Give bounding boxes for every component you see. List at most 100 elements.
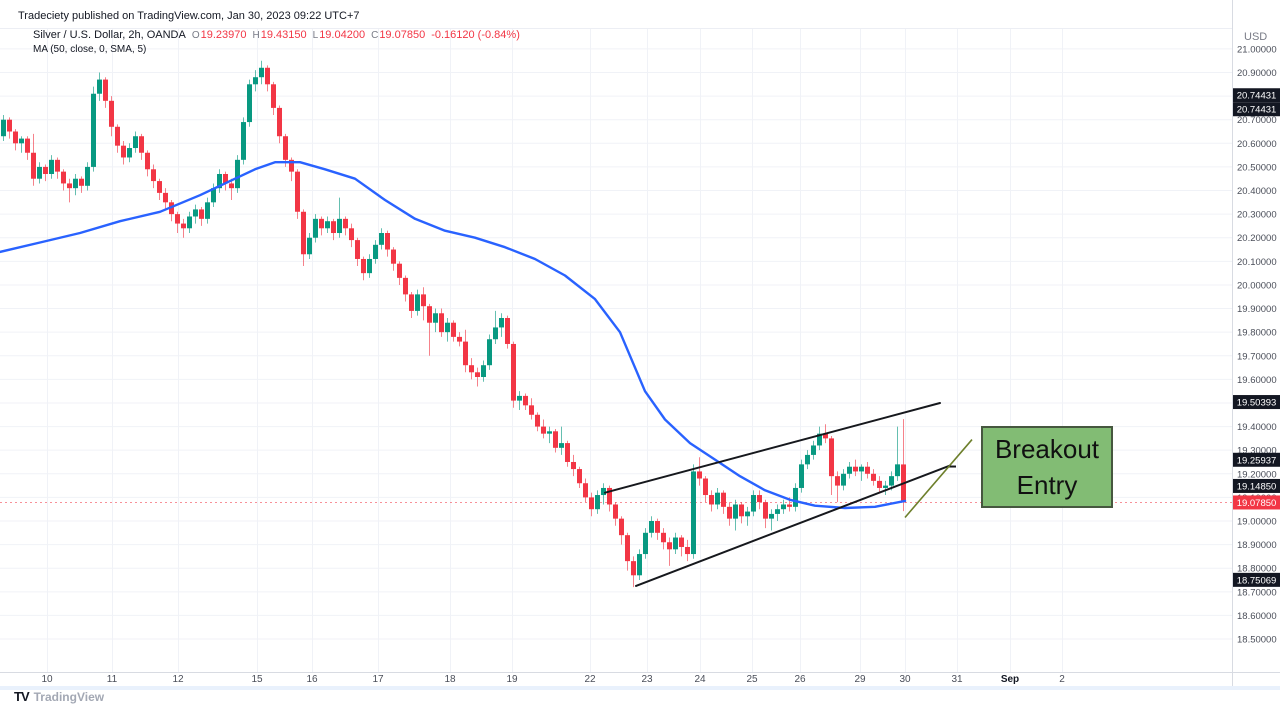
candle-body <box>205 202 210 219</box>
candle-body <box>835 476 840 486</box>
candle-body <box>703 478 708 496</box>
candle-body <box>517 395 522 401</box>
price-badge-text: 19.25937 <box>1237 455 1277 466</box>
candle-body <box>181 223 186 229</box>
candle-body <box>79 178 84 186</box>
candle-body <box>877 480 882 488</box>
candle-body <box>61 171 66 184</box>
candle-body <box>91 93 96 167</box>
wedge-upper-trendline[interactable] <box>604 401 941 494</box>
candle-body <box>391 249 396 264</box>
breakout-entry-annotation[interactable]: Breakout Entry <box>981 426 1113 508</box>
candle-body <box>883 485 888 488</box>
time-axis[interactable]: 10 11 12 15 16 17 18 19 22 23 24 25 26 29 30 31 Sep 2 <box>41 674 1065 685</box>
candle-body <box>505 317 510 344</box>
time-tick-label: 19 <box>506 674 518 685</box>
price-tick-label: 20.50000 <box>1237 162 1277 173</box>
time-tick-label: 29 <box>854 674 866 685</box>
candle-body <box>199 209 204 219</box>
candle-body <box>271 84 276 108</box>
ohlc-low: L 19.04200 <box>312 29 366 41</box>
change-value: -0.16120 (-0.84%) <box>431 29 520 41</box>
price-badge-bg <box>1233 495 1280 510</box>
candle-body <box>541 426 546 434</box>
candle-body <box>289 159 294 172</box>
candle-body <box>211 188 216 203</box>
entry-arrow-line[interactable] <box>904 439 973 518</box>
candle-body <box>625 535 630 562</box>
candle-body <box>661 532 666 543</box>
candle-body <box>325 221 330 229</box>
price-badge: 20.74431 <box>1233 102 1280 117</box>
candle-body <box>367 258 372 274</box>
candle-body <box>721 492 726 507</box>
price-tick-label: 20.60000 <box>1237 139 1277 150</box>
candle-body <box>313 218 318 238</box>
candle-body <box>649 521 654 533</box>
candle-body <box>655 521 660 533</box>
candle-body <box>151 169 156 182</box>
tradingview-logo[interactable]: TV TradingView <box>14 689 104 704</box>
candle-body <box>673 537 678 550</box>
breakout-label-line1: Breakout <box>994 434 1100 464</box>
candle-body <box>793 487 798 507</box>
candle-body <box>403 277 408 295</box>
candle-body <box>97 79 102 94</box>
candle-body <box>841 473 846 486</box>
candle-body <box>439 313 444 333</box>
candle-body <box>859 466 864 472</box>
price-badge-bg <box>1233 478 1280 493</box>
breakout-label-line2: Entry <box>1016 470 1078 500</box>
time-tick-label: 22 <box>584 674 596 685</box>
candle-body <box>229 183 234 189</box>
price-tick-label: 19.00000 <box>1237 517 1277 528</box>
candle-body <box>13 131 18 144</box>
candle-body <box>493 327 498 340</box>
candle-body <box>265 67 270 85</box>
candle-body <box>259 67 264 78</box>
candle-body <box>43 166 48 174</box>
tradingview-logo-icon: TV <box>14 689 30 704</box>
price-axis[interactable]: 21.0000020.9000020.8000020.7000020.60000… <box>1237 44 1277 645</box>
candle-body <box>643 532 648 555</box>
indicator-legend[interactable]: MA (50, close, 0, SMA, 5) <box>33 44 147 55</box>
price-badge: 18.75069 <box>1233 572 1280 587</box>
time-tick-label: 17 <box>372 674 384 685</box>
candle-body <box>433 313 438 323</box>
candle-body <box>385 233 390 250</box>
candle-body <box>889 476 894 486</box>
candle-body <box>421 294 426 307</box>
ohlc-open: O 19.23970 <box>191 29 247 41</box>
candle-body <box>817 433 822 446</box>
candle-body <box>475 372 480 378</box>
candle-body <box>337 218 342 234</box>
ohlc-close: C 19.07850 <box>371 29 426 41</box>
candle-body <box>811 445 816 455</box>
candle-body <box>895 464 900 477</box>
wedge-lower-trendline[interactable] <box>635 464 951 587</box>
candle-body <box>457 336 462 342</box>
candle-body <box>781 504 786 510</box>
candle-body <box>31 152 36 179</box>
candle-body <box>415 294 420 311</box>
time-tick-label: 16 <box>306 674 318 685</box>
candle-body <box>481 365 486 378</box>
price-tick-label: 20.20000 <box>1237 233 1277 244</box>
candle-body <box>757 495 762 503</box>
candle-body <box>745 511 750 517</box>
ma50-line[interactable] <box>0 160 907 510</box>
candle-body <box>175 214 180 224</box>
candle-body <box>133 136 138 149</box>
candle-body <box>247 84 252 123</box>
candle-body <box>787 504 792 507</box>
time-tick-label: 23 <box>641 674 653 685</box>
time-tick-label: 15 <box>251 674 263 685</box>
price-badge-text: 19.50393 <box>1237 398 1277 409</box>
candle-body <box>355 240 360 259</box>
symbol-legend[interactable]: Silver / U.S. Dollar, 2h, OANDA O 19.2397… <box>33 29 520 41</box>
candle-body <box>829 438 834 477</box>
time-tick-label: 24 <box>694 674 706 685</box>
price-tick-label: 19.20000 <box>1237 469 1277 480</box>
